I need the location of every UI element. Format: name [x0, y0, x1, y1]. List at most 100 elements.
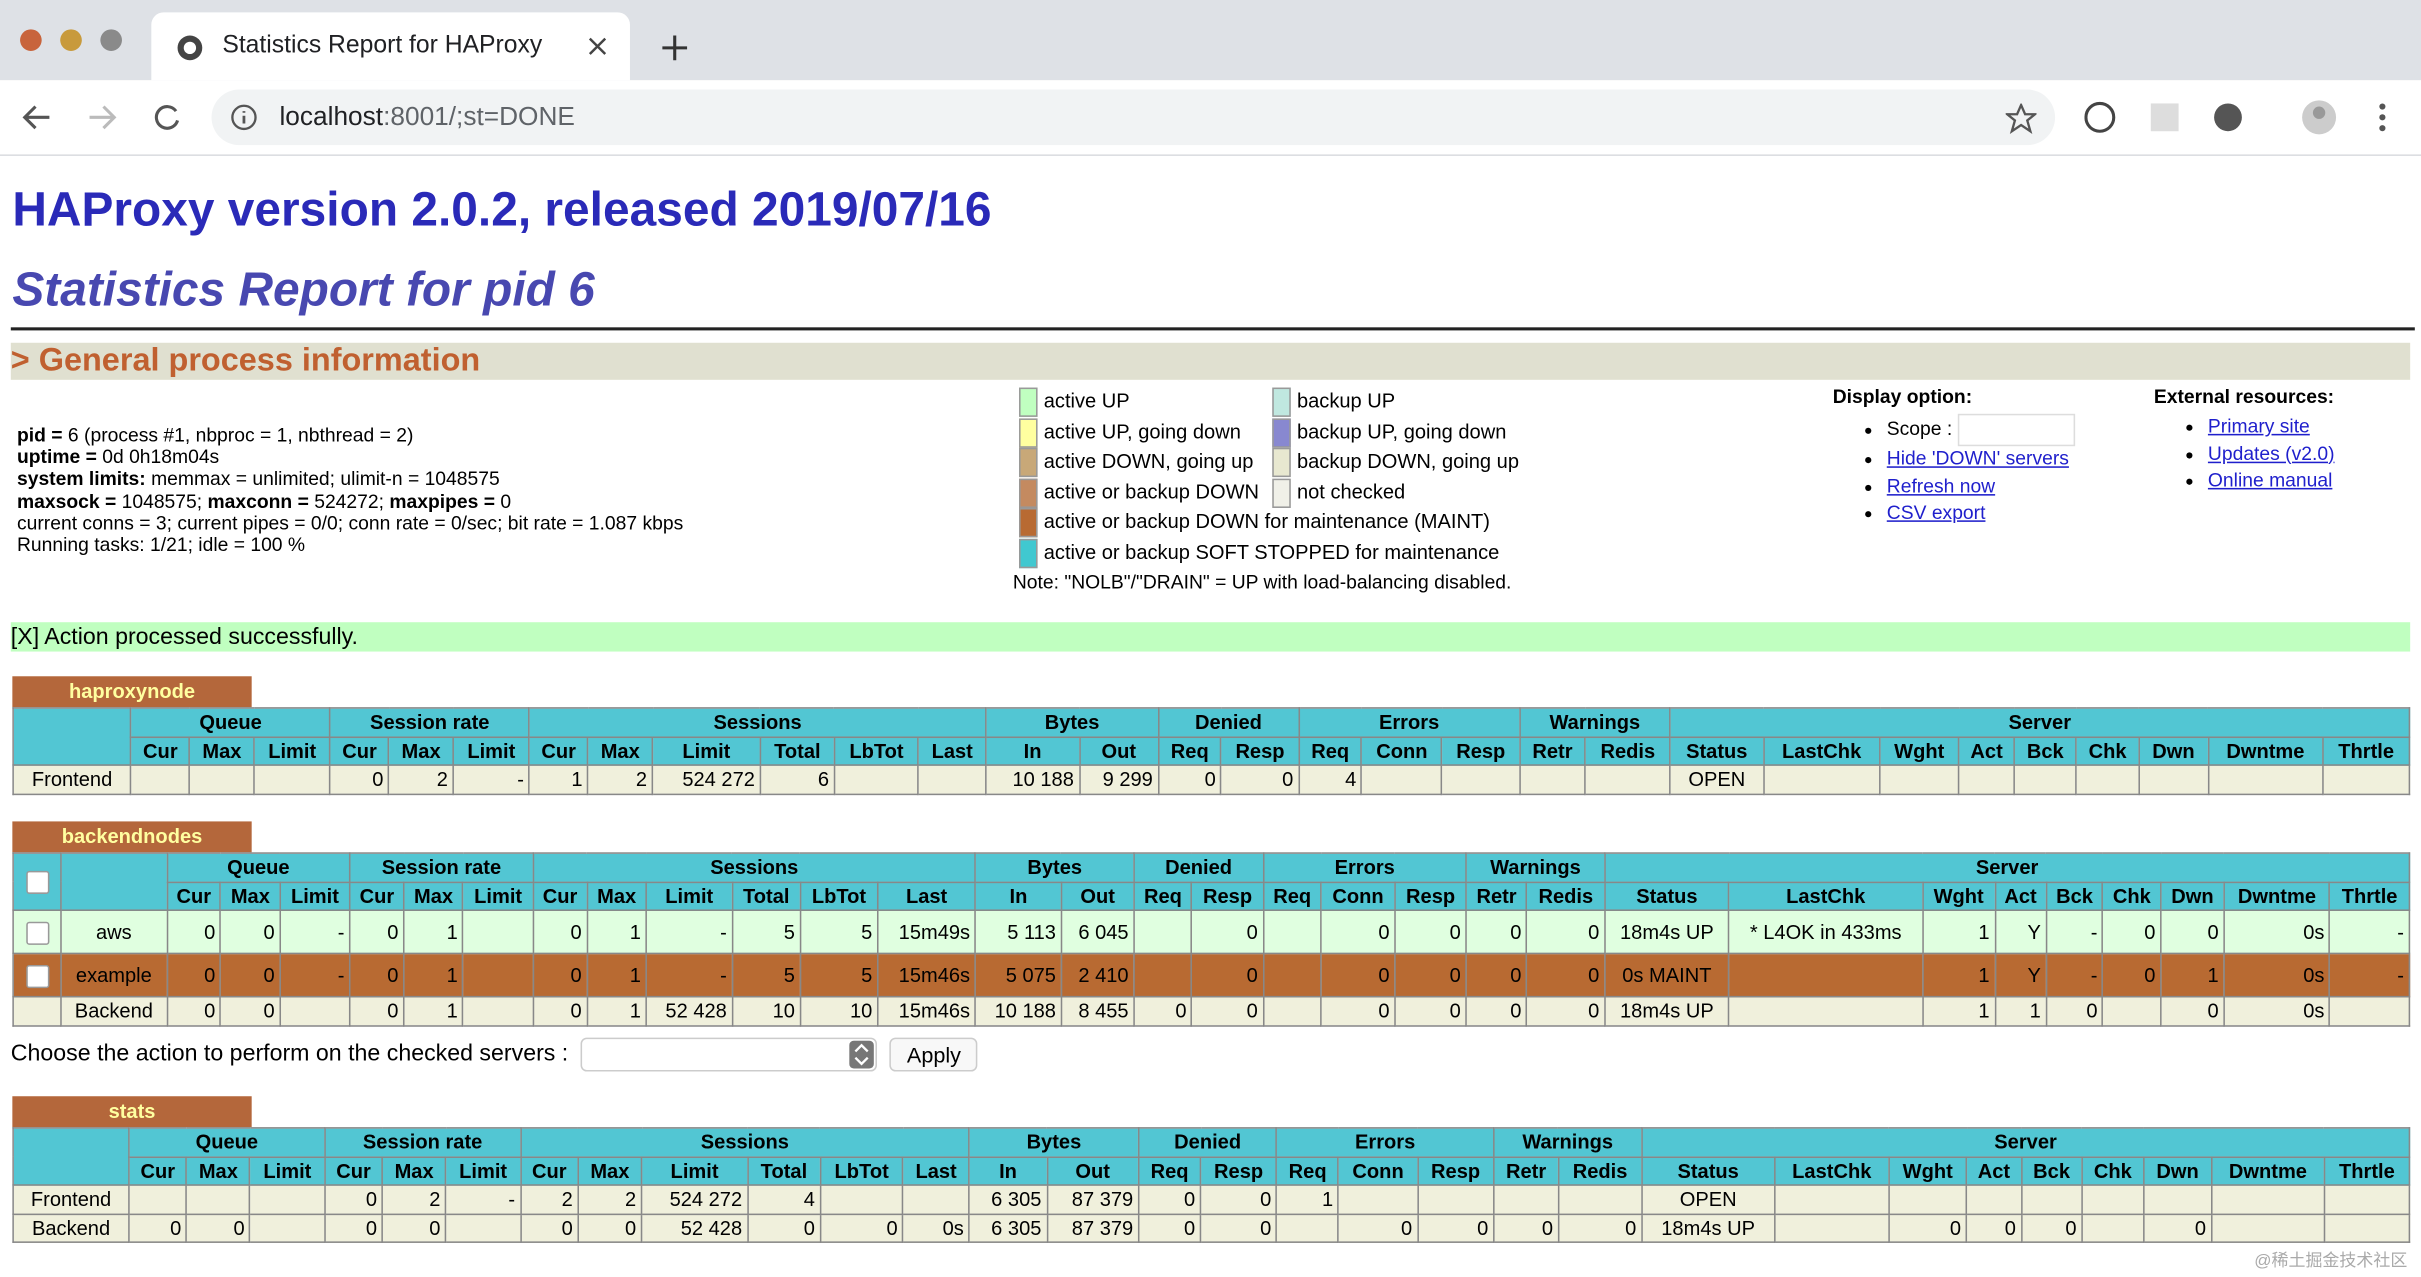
cell: 2 — [381, 1184, 447, 1215]
select-all[interactable] — [12, 852, 62, 911]
url-rest: :8001/;st=DONE — [383, 101, 575, 132]
tab-close[interactable] — [588, 37, 607, 56]
bookmark-star[interactable] — [2005, 103, 2037, 134]
column-header: Bck — [2020, 1155, 2083, 1186]
column-header: Dwn — [2160, 880, 2225, 911]
cell: 0 — [1526, 952, 1606, 998]
info-line: system limits: memmax = unlimited; ulimi… — [17, 468, 683, 490]
cell — [1337, 1184, 1419, 1215]
column-header: Cur — [519, 1155, 579, 1186]
column-header: Status — [1669, 735, 1765, 766]
display-link[interactable]: Hide 'DOWN' servers — [1886, 447, 2069, 470]
legend-label: active UP — [1043, 389, 1130, 413]
column-header: Dwntme — [2210, 1155, 2326, 1186]
cell — [1957, 764, 2016, 795]
display-list: Scope : Hide 'DOWN' servers Refresh now CS… — [1833, 413, 2076, 527]
column-header: Out — [1046, 1155, 1140, 1186]
apply-button[interactable]: Apply — [889, 1037, 978, 1072]
cell: 0 — [1137, 1212, 1202, 1243]
stats-table: Queue Session rate Sessions Bytes Denied Erro… — [12, 852, 2411, 1026]
cell: 0 — [1199, 1212, 1278, 1243]
group-header: Denied — [1133, 852, 1264, 883]
checkbox[interactable] — [25, 870, 49, 895]
cell: - — [645, 909, 733, 955]
legend-swatch — [1272, 448, 1291, 478]
cell: 0s — [2223, 952, 2331, 998]
cell — [1262, 909, 1322, 955]
column-header: Redis — [1526, 880, 1606, 911]
cell: 1 — [586, 909, 648, 955]
cell — [1728, 995, 1924, 1026]
tab[interactable]: Statistics Report for HAProxy — [151, 12, 630, 81]
cell — [1262, 952, 1322, 998]
cell: 5 — [731, 909, 802, 955]
scope-input[interactable] — [1958, 413, 2076, 447]
row-select[interactable] — [12, 952, 62, 998]
external-list: Primary site Updates (v2.0) Online manual — [2154, 414, 2335, 495]
display-item: CSV export — [1887, 500, 2076, 527]
cell: 52 428 — [640, 1212, 749, 1243]
cell — [2322, 764, 2411, 795]
display-item: Refresh now — [1887, 473, 2076, 500]
cell: 0 — [1492, 1212, 1560, 1243]
row-select[interactable] — [12, 909, 62, 955]
cell: 2 — [388, 764, 455, 795]
cell: 4 — [1297, 764, 1363, 795]
cell — [2081, 1212, 2145, 1243]
info-line: current conns = 3; current pipes = 0/0; … — [17, 512, 683, 534]
cell — [1762, 764, 1881, 795]
legend-swatch — [1019, 508, 1038, 539]
url-bar[interactable]: localhost:8001/;st=DONE — [211, 89, 2056, 146]
group-header: Server — [1603, 852, 2411, 883]
stats-table: Queue Session rate Sessions Bytes Denied Erro… — [12, 707, 2411, 795]
name-header — [60, 852, 168, 911]
new-tab[interactable] — [661, 34, 689, 62]
row-name: aws — [60, 909, 168, 955]
checkbox[interactable] — [25, 964, 49, 988]
cell: 10 188 — [974, 995, 1063, 1026]
nav-buttons[interactable] — [22, 102, 192, 133]
group-header: Sessions — [519, 1127, 970, 1158]
cell — [462, 995, 534, 1026]
name-header — [12, 1127, 130, 1186]
cell: 2 410 — [1060, 952, 1135, 998]
scope-item: Scope : — [1887, 413, 2076, 447]
checkbox[interactable] — [25, 921, 49, 945]
cell: 1 — [403, 909, 464, 955]
cell — [1965, 1184, 2023, 1215]
extensions[interactable] — [2084, 99, 2401, 139]
external-link[interactable]: Primary site — [2207, 415, 2310, 437]
cell: 15m46s — [876, 995, 977, 1026]
display-link[interactable]: Refresh now — [1886, 474, 1996, 497]
external-link[interactable]: Updates (v2.0) — [2207, 442, 2335, 464]
display-link[interactable]: CSV export — [1886, 501, 1986, 524]
cell — [833, 764, 920, 795]
column-header: Resp — [1441, 735, 1521, 766]
cell: 0 — [746, 1212, 822, 1243]
display-item: Hide 'DOWN' servers — [1887, 446, 2076, 473]
column-header: Cur — [128, 1155, 188, 1186]
external-link[interactable]: Online manual — [2207, 469, 2333, 491]
cell: 0 — [1526, 909, 1606, 955]
info-text: pid = — [16, 424, 68, 447]
column-header: LastChk — [1773, 1155, 1890, 1186]
action-row: Choose the action to perform on the chec… — [11, 1037, 978, 1072]
cell: - — [2045, 909, 2104, 955]
cell: 0 — [1191, 909, 1264, 955]
column-header: In — [974, 880, 1063, 911]
cell: - — [445, 1184, 522, 1215]
title: HAProxy version 2.0.2, released 2019/07/… — [12, 182, 992, 237]
cell — [1773, 1184, 1890, 1215]
group-header: Bytes — [974, 852, 1135, 883]
cell: 15m46s — [876, 952, 977, 998]
column-header: Limit — [279, 880, 351, 911]
proxy-name: stats — [12, 1096, 252, 1128]
external-item: Updates (v2.0) — [2208, 441, 2335, 468]
cell: 0 — [1394, 952, 1467, 998]
external-resources: External resources: Primary site Updates … — [2154, 386, 2335, 495]
legend-label: active DOWN, going up — [1043, 449, 1254, 473]
action-select[interactable] — [580, 1037, 878, 1072]
cell: 0 — [1557, 1212, 1643, 1243]
cell: 0 — [1320, 952, 1396, 998]
